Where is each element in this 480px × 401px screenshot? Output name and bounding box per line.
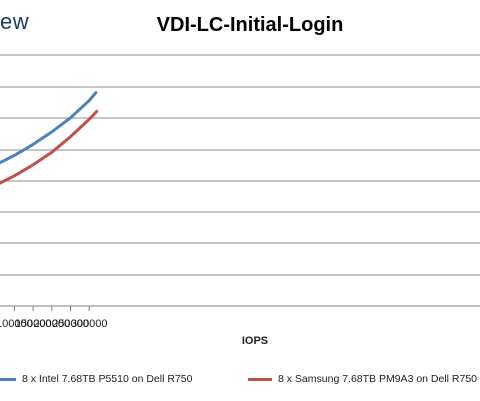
x-axis-label: IOPS (241, 335, 269, 347)
series-lines (0, 91, 99, 185)
x-tick-label-0: 100000 (0, 318, 33, 330)
legend-item-series-2: 8 x Samsung 7.68TB PM9A3 on Dell R750 (248, 373, 477, 385)
x-tick-label-4: 300000 (71, 318, 108, 330)
legend-swatch-series-2 (248, 377, 272, 381)
legend-item-series-1: 8 x Intel 7.68TB P5510 on Dell R750 (0, 373, 192, 385)
axes (0, 305, 480, 311)
logo-fragment: ew (0, 9, 30, 34)
series-line-2 (0, 110, 99, 185)
legend-label-series-2: 8 x Samsung 7.68TB PM9A3 on Dell R750 (278, 373, 478, 385)
x-tick-label-1: 150000 (15, 318, 52, 330)
x-tick-label-3: 250000 (52, 318, 89, 330)
legend: 8 x Intel 7.68TB P5510 on Dell R750 8 x … (0, 373, 480, 389)
legend-swatch-series-1 (0, 377, 16, 381)
legend-label-series-1: 8 x Intel 7.68TB P5510 on Dell R750 (22, 373, 193, 385)
chart-title: VDI-LC-Initial-Login (156, 14, 344, 36)
x-tick-label-2: 200000 (33, 318, 70, 330)
x-tick-labels: 100000150000200000250000300000 (0, 318, 108, 330)
series-line-1 (0, 91, 98, 165)
gridlines (0, 54, 480, 307)
